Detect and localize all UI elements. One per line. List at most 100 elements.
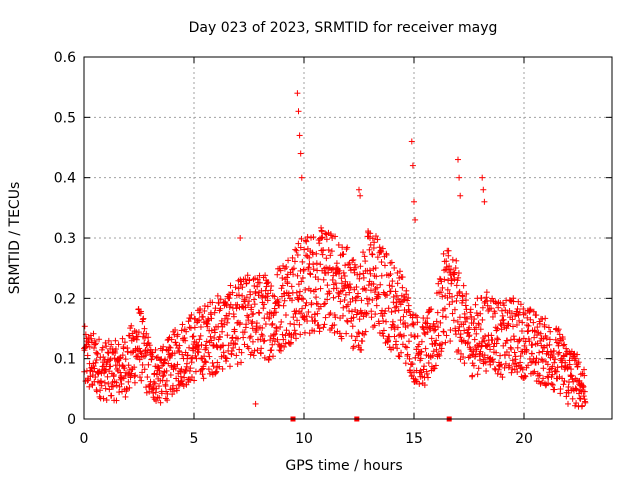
data-point bbox=[546, 341, 553, 348]
data-point bbox=[249, 325, 256, 332]
data-point bbox=[234, 335, 241, 342]
data-point bbox=[531, 368, 538, 375]
data-point bbox=[424, 329, 431, 336]
data-point bbox=[292, 246, 299, 253]
data-point bbox=[494, 370, 501, 377]
data-point bbox=[405, 302, 412, 309]
data-point bbox=[456, 290, 463, 297]
data-point bbox=[243, 280, 250, 287]
data-point bbox=[262, 272, 269, 279]
data-point bbox=[211, 334, 218, 341]
data-point bbox=[348, 333, 355, 340]
data-point bbox=[455, 270, 462, 277]
data-point bbox=[357, 310, 364, 317]
data-point bbox=[178, 366, 185, 373]
data-point bbox=[504, 337, 511, 344]
data-point bbox=[460, 282, 467, 289]
data-point bbox=[226, 363, 233, 370]
data-point bbox=[376, 320, 383, 327]
data-point bbox=[98, 378, 105, 385]
data-point bbox=[297, 244, 304, 251]
data-point bbox=[378, 248, 385, 255]
data-point bbox=[523, 347, 530, 354]
data-point bbox=[441, 267, 448, 274]
data-point bbox=[432, 362, 439, 369]
data-point bbox=[228, 347, 235, 354]
data-point bbox=[440, 250, 447, 257]
data-point bbox=[237, 235, 244, 241]
data-point bbox=[132, 372, 139, 379]
data-point bbox=[424, 374, 431, 381]
data-point bbox=[194, 342, 201, 349]
data-point bbox=[150, 384, 157, 391]
data-point bbox=[338, 275, 345, 282]
data-point bbox=[396, 353, 403, 360]
data-point bbox=[248, 304, 255, 311]
data-point bbox=[191, 377, 198, 384]
data-point bbox=[217, 296, 224, 303]
data-point bbox=[565, 400, 571, 407]
data-point bbox=[359, 286, 366, 293]
data-point bbox=[433, 318, 440, 325]
data-point bbox=[501, 364, 508, 371]
data-point bbox=[554, 364, 561, 371]
data-point bbox=[517, 353, 524, 360]
data-point bbox=[351, 261, 358, 268]
data-point bbox=[254, 347, 261, 354]
data-point bbox=[399, 274, 406, 281]
data-point bbox=[515, 298, 522, 305]
data-point bbox=[356, 275, 363, 282]
data-point bbox=[511, 349, 518, 356]
data-point bbox=[227, 282, 234, 289]
data-point bbox=[196, 336, 203, 343]
data-point bbox=[309, 251, 316, 258]
data-point bbox=[487, 361, 494, 368]
data-point bbox=[516, 309, 523, 316]
data-point bbox=[280, 336, 287, 343]
data-point bbox=[208, 315, 215, 322]
data-point bbox=[389, 278, 396, 285]
data-point bbox=[102, 366, 109, 373]
data-point bbox=[520, 335, 527, 342]
data-point bbox=[386, 333, 393, 340]
data-point bbox=[94, 350, 101, 357]
data-point bbox=[434, 309, 441, 316]
data-point bbox=[347, 267, 354, 274]
data-point bbox=[500, 320, 507, 327]
data-point bbox=[551, 386, 558, 393]
y-tick-label: 0.5 bbox=[54, 110, 76, 126]
data-point bbox=[488, 305, 495, 312]
data-point bbox=[416, 341, 423, 348]
data-point bbox=[303, 299, 310, 306]
data-point bbox=[432, 326, 439, 333]
data-point bbox=[315, 276, 322, 283]
data-point bbox=[340, 304, 347, 311]
data-point bbox=[527, 316, 534, 323]
data-point bbox=[222, 300, 229, 307]
data-point bbox=[239, 303, 246, 310]
y-axis-label: SRMTID / TECUs bbox=[7, 182, 23, 295]
data-point bbox=[538, 356, 545, 363]
data-point bbox=[224, 332, 231, 339]
data-point bbox=[492, 310, 499, 317]
data-point bbox=[235, 285, 242, 292]
data-point bbox=[182, 366, 189, 373]
data-point bbox=[481, 198, 488, 205]
data-point bbox=[251, 296, 258, 303]
data-point bbox=[370, 324, 377, 331]
data-point bbox=[393, 292, 400, 299]
data-point bbox=[466, 332, 473, 339]
data-point bbox=[516, 317, 523, 324]
data-point bbox=[198, 366, 205, 373]
data-point bbox=[360, 313, 367, 320]
data-point bbox=[400, 313, 407, 320]
data-point bbox=[446, 263, 453, 270]
data-point bbox=[202, 358, 209, 365]
data-point bbox=[303, 252, 310, 259]
data-point bbox=[462, 302, 469, 309]
data-point bbox=[287, 339, 294, 346]
data-point bbox=[294, 317, 301, 324]
data-point bbox=[579, 402, 586, 409]
data-point bbox=[152, 346, 159, 353]
data-point bbox=[257, 336, 264, 343]
